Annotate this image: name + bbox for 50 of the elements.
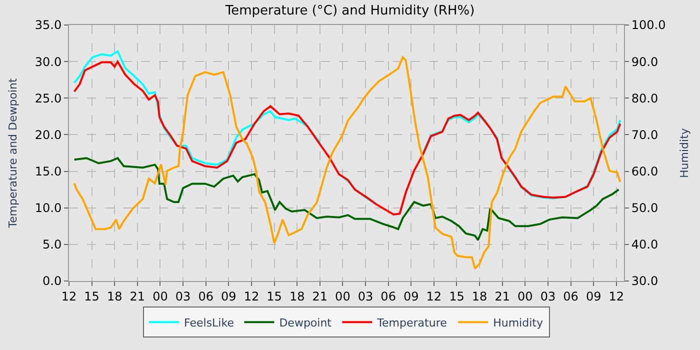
x-tick-label: 12 bbox=[61, 289, 77, 304]
y-tick-label: 0.0 bbox=[42, 274, 62, 288]
x-tick-label: 06 bbox=[563, 289, 578, 304]
x-tick-label: 06 bbox=[198, 289, 214, 304]
x-tick-label: 09 bbox=[221, 289, 236, 304]
x-tick-label: 12 bbox=[608, 289, 624, 304]
y2-tick-label: 40.0 bbox=[631, 238, 658, 252]
line-series bbox=[73, 56, 622, 270]
x-tick-label: 18 bbox=[472, 289, 488, 304]
y-tick-label: 25.0 bbox=[34, 91, 62, 106]
y-tick-label: 20.0 bbox=[34, 128, 62, 142]
x-tick-label: 18 bbox=[106, 289, 122, 304]
x-tick-label: 21 bbox=[312, 289, 328, 304]
legend-label: Dewpoint bbox=[279, 316, 332, 330]
y2-tick-label: 50.0 bbox=[631, 201, 658, 216]
y2-tick-label: 90.0 bbox=[631, 54, 658, 69]
x-tick-label: 03 bbox=[540, 289, 556, 304]
y2-tick-label: 30.0 bbox=[631, 274, 658, 288]
x-tick-label: 06 bbox=[380, 289, 396, 304]
x-tick-label: 03 bbox=[358, 289, 374, 304]
x-tick-label: 03 bbox=[175, 289, 191, 304]
y2-tick-label: 100.0 bbox=[631, 18, 666, 32]
x-tick-label: 15 bbox=[84, 289, 100, 304]
x-tick-label: 00 bbox=[152, 289, 168, 304]
x-tick-label: 15 bbox=[449, 289, 464, 304]
x-tick-label: 12 bbox=[244, 289, 260, 304]
y-tick-label: 30.0 bbox=[34, 54, 62, 69]
x-tick-label: 21 bbox=[494, 289, 510, 304]
y-tick-label: 15.0 bbox=[34, 164, 62, 178]
x-tick-label: 00 bbox=[518, 289, 533, 304]
x-tick-label: 21 bbox=[130, 289, 146, 304]
x-tick-label: 00 bbox=[335, 289, 350, 304]
y-tick-label: 35.0 bbox=[34, 18, 62, 32]
x-tick-label: 09 bbox=[403, 289, 419, 304]
x-tick-label: 09 bbox=[586, 289, 602, 304]
chart-title: Temperature (°C) and Humidity (RH%) bbox=[224, 3, 475, 18]
x-tick-label: 18 bbox=[289, 289, 305, 304]
y2-axis-title: Humidity bbox=[678, 128, 691, 178]
y2-tick-label: 60.0 bbox=[631, 164, 658, 178]
x-tick-label: 12 bbox=[426, 289, 442, 304]
y2-tick-label: 80.0 bbox=[631, 91, 658, 106]
y-axis-title: Temperature and Dewpoint bbox=[6, 77, 20, 229]
line-series bbox=[73, 157, 620, 242]
legend-label: Temperature bbox=[376, 316, 448, 330]
y-tick-label: 10.0 bbox=[34, 201, 62, 216]
y-tick-label: 5.0 bbox=[42, 238, 62, 252]
legend-label: FeelsLike bbox=[184, 316, 234, 330]
y2-tick-label: 70.0 bbox=[631, 128, 658, 142]
x-tick-label: 15 bbox=[266, 289, 282, 304]
legend-label: Humidity bbox=[493, 316, 544, 330]
